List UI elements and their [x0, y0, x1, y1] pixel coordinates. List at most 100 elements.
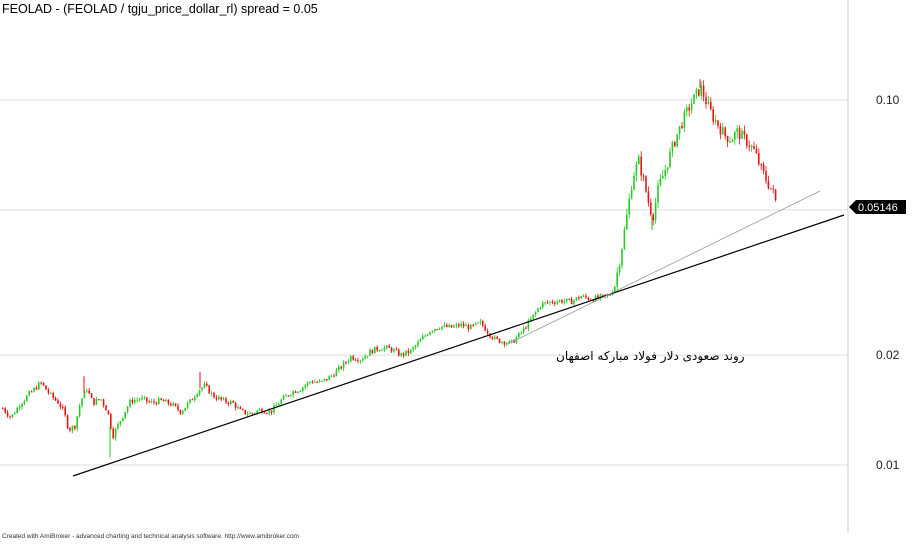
candle-body [532, 314, 534, 319]
candle-body [638, 156, 640, 165]
candle-body [431, 330, 434, 332]
candle-body [35, 387, 38, 390]
candle-body [729, 141, 731, 143]
candle-body [573, 300, 575, 305]
candle-body [767, 180, 770, 189]
candle-body [345, 362, 347, 364]
candle-body [129, 399, 131, 407]
y-tick-label: 0.01 [876, 458, 900, 472]
candle-body [527, 320, 530, 329]
candle-body [244, 409, 246, 415]
candle-body [227, 402, 230, 405]
y-tick-label: 0.02 [876, 348, 900, 362]
candle-body [280, 399, 282, 405]
candle-body [419, 339, 422, 342]
candle-body [50, 392, 52, 394]
candle-body [570, 298, 573, 305]
candle-body [386, 345, 388, 348]
candle-body [748, 145, 750, 147]
candle-body [772, 188, 774, 190]
candle-body [62, 406, 64, 408]
candle-body [6, 412, 9, 417]
candle-body [472, 324, 474, 326]
candle-body [347, 361, 350, 363]
candle-body [189, 399, 191, 403]
candle-body [398, 349, 400, 356]
last-value-label: 0.05146 [858, 202, 898, 214]
candle-body [378, 350, 381, 352]
candle-body [126, 406, 129, 413]
candle-body [537, 308, 539, 313]
candle-body [237, 407, 239, 409]
candle-body [539, 307, 542, 309]
candle-body [102, 399, 105, 406]
candle-body [117, 423, 119, 429]
candle-body [455, 324, 458, 326]
candle-body [359, 360, 362, 362]
candle-body [124, 412, 126, 418]
candle-body [134, 399, 136, 403]
candle-body [462, 323, 465, 327]
candle-body [676, 134, 678, 147]
candle-body [724, 127, 726, 137]
candle-body [738, 128, 741, 140]
candle-body [246, 414, 249, 416]
candle-body [645, 176, 647, 192]
candle-body [328, 376, 330, 381]
candle-body [83, 391, 86, 399]
candle-body [544, 302, 546, 304]
candle-body [40, 382, 42, 384]
candle-body [314, 381, 316, 383]
candle-body [21, 403, 23, 408]
candle-body [110, 413, 112, 429]
candle-body [26, 395, 28, 401]
candle-body [446, 324, 448, 328]
y-axis: 0.100.050.020.01 [876, 93, 900, 472]
candle-body [340, 366, 342, 369]
candle-body [681, 125, 683, 128]
candle-body [230, 401, 232, 405]
candle-body [306, 382, 309, 386]
candle-body [717, 120, 719, 127]
candle-body [470, 324, 472, 330]
trendline-main [72, 214, 845, 477]
candle-body [640, 156, 642, 176]
candle-body [323, 378, 326, 381]
candle-body [575, 297, 578, 301]
candle-body [534, 312, 537, 315]
candle-body [278, 404, 280, 406]
candle-body [366, 355, 369, 357]
candle-body [758, 153, 760, 165]
candle-body [285, 395, 287, 397]
candle-body [578, 297, 580, 299]
candle-body [623, 229, 626, 250]
candle-body [239, 407, 242, 410]
candle-body [338, 366, 340, 371]
candle-body [218, 397, 220, 400]
candle-body [268, 410, 270, 414]
footer-credit: Created with AmiBroker - advanced charti… [2, 533, 299, 540]
candle-body [196, 394, 198, 398]
candle-body [88, 390, 90, 394]
candle-body [16, 407, 18, 414]
candle-body [381, 349, 383, 351]
candle-body [494, 336, 496, 339]
candle-body [177, 405, 179, 410]
candle-body [441, 326, 443, 329]
candle-body [417, 341, 419, 346]
candle-body [342, 362, 345, 369]
candle-body [131, 399, 134, 403]
candle-body [249, 413, 251, 415]
candle-body [551, 301, 554, 303]
candle-body [71, 426, 74, 431]
candle-body [683, 111, 686, 128]
candle-body [95, 399, 98, 405]
candle-body [59, 403, 62, 407]
candle-body [496, 336, 498, 339]
candle-body [707, 101, 710, 105]
candle-body [333, 375, 335, 377]
candle-body [292, 391, 294, 396]
candle-body [287, 395, 290, 397]
candle-body [429, 331, 431, 335]
candle-body [326, 378, 328, 381]
